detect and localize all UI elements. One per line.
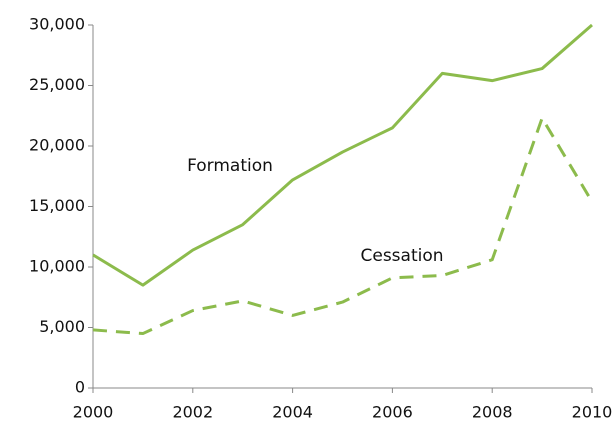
y-tick-label: 15,000 (29, 196, 85, 215)
x-tick-label: 2000 (73, 403, 114, 422)
y-tick-label: 0 (75, 378, 85, 397)
x-tick-label: 2006 (372, 403, 413, 422)
y-tick-label: 20,000 (29, 136, 85, 155)
y-tick-label: 30,000 (29, 15, 85, 34)
y-tick-label: 5,000 (39, 317, 85, 336)
series-label: Formation (187, 156, 273, 176)
series-line (92, 23, 593, 287)
x-tick-label: 2004 (272, 403, 313, 422)
y-tick-label: 25,000 (29, 75, 85, 94)
x-tick-label: 2010 (572, 403, 613, 422)
x-tick-label: 2008 (472, 403, 513, 422)
x-tick-label: 2002 (172, 403, 213, 422)
y-tick-label: 10,000 (29, 257, 85, 276)
series-label: Cessation (360, 246, 443, 266)
series-line (92, 116, 594, 336)
